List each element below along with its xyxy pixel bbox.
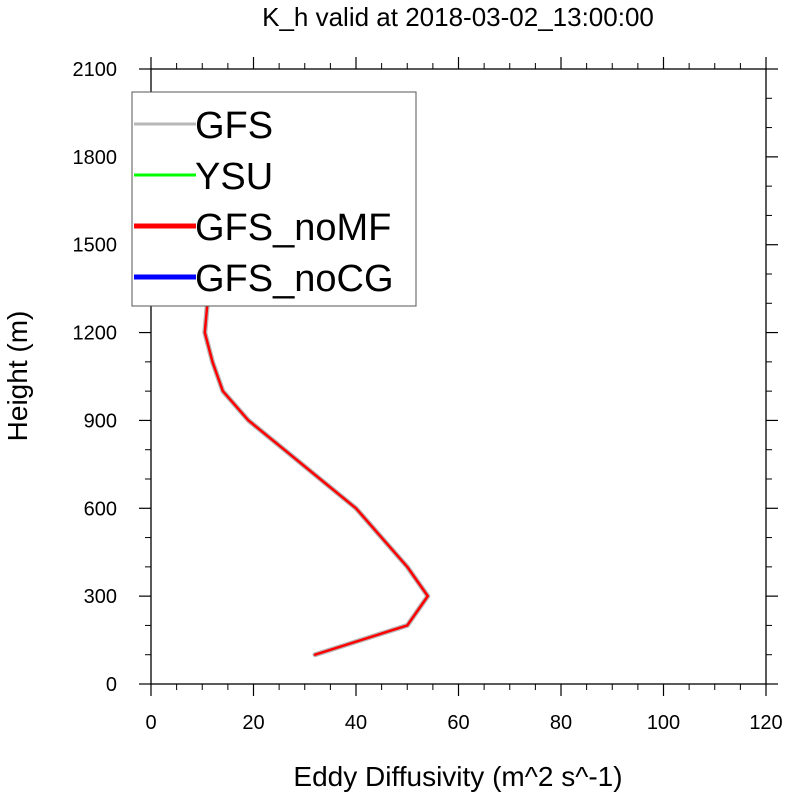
legend-box (131, 91, 417, 307)
x-tick-label: 100 (647, 712, 680, 734)
y-tick-label: 1800 (73, 147, 118, 169)
x-axis-title: Eddy Diffusivity (m^2 s^-1) (293, 761, 622, 792)
y-tick-label: 900 (84, 410, 117, 432)
legend-label: GFS_noCG (195, 258, 394, 300)
chart-title: K_h valid at 2018-03-02_13:00:00 (262, 2, 654, 32)
x-tick-label: 20 (242, 712, 264, 734)
y-axis-title: Height (m) (2, 311, 33, 442)
y-tick-label: 2100 (73, 59, 118, 81)
y-tick-label: 1200 (73, 323, 118, 345)
axis-ticks: 0 20 40 60 80 100 1200300600900120015001800210… (73, 57, 783, 734)
legend-label: YSU (195, 156, 273, 198)
y-tick-label: 600 (84, 498, 117, 520)
y-tick-label: 1500 (73, 235, 118, 257)
legend-label: GFS (195, 105, 273, 147)
x-tick-label: 60 (447, 712, 469, 734)
x-tick-label: 80 (550, 712, 572, 734)
y-tick-label: 0 (106, 674, 117, 696)
y-tick-label: 300 (84, 586, 117, 608)
x-tick-label: 120 (749, 712, 782, 734)
legend: GFS YSU GFS_noMF GFS_noCG (131, 91, 417, 307)
x-tick-label: 40 (345, 712, 367, 734)
legend-label: GFS_noMF (195, 207, 391, 249)
x-tick-label: 0 (145, 712, 156, 734)
